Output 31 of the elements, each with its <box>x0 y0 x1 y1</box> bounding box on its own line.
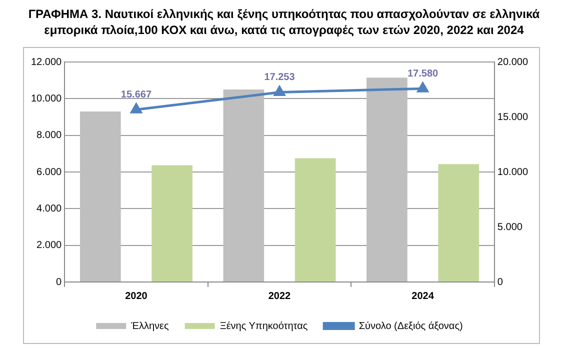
y2-tick-label: 15.000 <box>497 112 528 123</box>
y-tick-label: 12.000 <box>30 56 62 68</box>
bar <box>366 78 408 282</box>
bar <box>438 164 480 282</box>
y-tick-label: 6.000 <box>36 166 62 178</box>
point <box>274 86 286 96</box>
chart-title: ΓΡΑΦΗΜΑ 3. Ναυτικοί ελληνικής και ξένης υπηκοότητας που απασχολούνταν σε ελληνικά εμπορικά πλοία,100 ΚΟΧ και άνω, κατά τις απογραφές των ετών 2020, 2022 και 2024 <box>27 6 541 38</box>
y2-tick-label: 5.000 <box>497 222 523 233</box>
bar <box>223 90 264 282</box>
x-tick-label: 2020 <box>125 290 148 302</box>
y-tick-label: 2.000 <box>36 240 62 252</box>
bar <box>152 165 192 282</box>
bar <box>80 112 121 282</box>
point <box>417 82 428 92</box>
y-tick-label: 10.000 <box>30 93 62 104</box>
x-tick-label: 2022 <box>268 290 292 302</box>
y2-tick-label: 10.000 <box>497 166 528 178</box>
y-tick-label: 8.000 <box>36 130 62 142</box>
data-label: 17.580 <box>407 68 439 80</box>
y-tick-label: 4.000 <box>36 203 62 214</box>
y2-tick-label: 20.000 <box>497 56 528 68</box>
legend-label: Σύνολο (Δεξιός άξονας) <box>358 320 463 332</box>
bar <box>294 158 336 282</box>
point <box>130 103 142 114</box>
data-label: 15.667 <box>120 89 152 100</box>
y-tick-label: 0 <box>56 276 62 288</box>
data-label: 17.253 <box>264 72 296 83</box>
legend-label: Έλληνες <box>130 320 169 332</box>
y2-tick-label: 0 <box>497 276 504 288</box>
x-tick-label: 2024 <box>412 290 434 302</box>
legend-label: Ξένης Υπηκοότητας <box>220 320 308 332</box>
